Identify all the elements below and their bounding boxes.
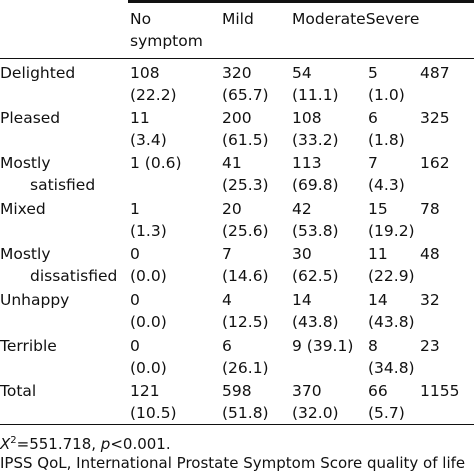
table-cell-count: 121 <box>130 382 160 400</box>
table-cell-count: 0 <box>130 291 140 309</box>
table-cell-count: 325 <box>420 109 450 127</box>
table-cell-percent: (4.3) <box>368 176 405 194</box>
table-cell-count: 9 (39.1) <box>292 337 354 355</box>
table-cell-count: 487 <box>420 64 450 82</box>
p-symbol: p <box>100 435 111 453</box>
table-cell-count: 598 <box>222 382 252 400</box>
chi-square-footnote: X2=551.718, p<0.001. <box>0 430 171 455</box>
table-cell-percent: (0.0) <box>130 359 167 377</box>
table-cell-count: 23 <box>420 337 440 355</box>
row-label: Pleased <box>0 109 61 127</box>
table-cell-percent: (12.5) <box>222 313 269 331</box>
row-label: Mostly <box>0 154 51 172</box>
table-cell-count: 48 <box>420 245 440 263</box>
table-cell-count: 14 <box>368 291 388 309</box>
table-cell-percent: (1.8) <box>368 131 405 149</box>
table-top-rule <box>128 0 474 3</box>
table-cell-count: 5 <box>368 64 378 82</box>
table-cell-percent: (61.5) <box>222 131 269 149</box>
table-cell-count: 6 <box>368 109 378 127</box>
row-label: Mixed <box>0 200 46 218</box>
chi-symbol: X <box>0 435 11 453</box>
table-cell-percent: (32.0) <box>292 404 339 422</box>
table-cell-count: 108 <box>130 64 160 82</box>
table-cell-count: 0 <box>130 337 140 355</box>
table-cell-count: 8 <box>368 337 378 355</box>
table-cell-percent: (69.8) <box>292 176 339 194</box>
table-cell-percent: (1.0) <box>368 86 405 104</box>
table-cell-percent: (3.4) <box>130 131 167 149</box>
table-cell-percent: (33.2) <box>292 131 339 149</box>
table-cell-percent: (14.6) <box>222 267 269 285</box>
table-cell-count: 6 <box>222 337 232 355</box>
table-cell-percent: (22.2) <box>130 86 177 104</box>
table-cell-percent: (62.5) <box>292 267 339 285</box>
table-cell-count: 54 <box>292 64 312 82</box>
row-label: Mostly <box>0 245 51 263</box>
table-cell-count: 78 <box>420 200 440 218</box>
table-cell-percent: (19.2) <box>368 222 415 240</box>
chi-value: =551.718, <box>16 435 101 453</box>
table-cell-count: 4 <box>222 291 232 309</box>
table-cell-count: 1 <box>130 200 140 218</box>
table-cell-count: 113 <box>292 154 322 172</box>
table-cell-percent: (43.8) <box>368 313 415 331</box>
table-cell-count: 370 <box>292 382 322 400</box>
row-label: Unhappy <box>0 291 70 309</box>
row-label: Total <box>0 382 37 400</box>
table-cell-percent: (34.8) <box>368 359 415 377</box>
header-rule <box>0 58 474 59</box>
table-cell-count: 30 <box>292 245 312 263</box>
table-cell-count: 0 <box>130 245 140 263</box>
p-value: <0.001. <box>110 435 171 453</box>
table-cell-count: 11 <box>130 109 150 127</box>
row-label: Terrible <box>0 337 57 355</box>
row-label: Delighted <box>0 64 76 82</box>
header-mild: Mild <box>222 10 254 28</box>
row-label-continued: satisfied <box>30 176 96 194</box>
table-cell-count: 7 <box>368 154 378 172</box>
row-label-continued: dissatisfied <box>30 267 118 285</box>
abbreviation-footnote: IPSS QoL, International Prostate Symptom… <box>0 454 466 472</box>
table-cell-count: 20 <box>222 200 242 218</box>
chi-superscript: 2 <box>10 435 17 446</box>
table-cell-percent: (53.8) <box>292 222 339 240</box>
table-cell-percent: (25.3) <box>222 176 269 194</box>
table-cell-count: 162 <box>420 154 450 172</box>
table-cell-percent: (0.0) <box>130 313 167 331</box>
table-cell-count: 14 <box>292 291 312 309</box>
table-cell-count: 1155 <box>420 382 460 400</box>
table-cell-count: 200 <box>222 109 252 127</box>
table-cell-count: 41 <box>222 154 242 172</box>
header-no-symptom-line1: No <box>130 10 152 28</box>
table-cell-count: 108 <box>292 109 322 127</box>
table-cell-count: 42 <box>292 200 312 218</box>
header-no-symptom-line2: symptom <box>130 32 203 50</box>
table-cell-percent: (10.5) <box>130 404 177 422</box>
table-cell-count: 15 <box>368 200 388 218</box>
table-cell-count: 320 <box>222 64 252 82</box>
table-cell-percent: (11.1) <box>292 86 339 104</box>
bottom-rule <box>0 424 474 425</box>
table-cell-percent: (43.8) <box>292 313 339 331</box>
table-cell-count: 1 (0.6) <box>130 154 182 172</box>
table-cell-count: 66 <box>368 382 388 400</box>
table-cell-count: 11 <box>368 245 388 263</box>
table-cell-percent: (0.0) <box>130 267 167 285</box>
table-cell-percent: (25.6) <box>222 222 269 240</box>
table-cell-percent: (22.9) <box>368 267 415 285</box>
table-cell-count: 7 <box>222 245 232 263</box>
table-cell-percent: (5.7) <box>368 404 405 422</box>
table-cell-percent: (26.1) <box>222 359 269 377</box>
table-cell-percent: (1.3) <box>130 222 167 240</box>
table-cell-percent: (65.7) <box>222 86 269 104</box>
table-cell-count: 32 <box>420 291 440 309</box>
table-cell-percent: (51.8) <box>222 404 269 422</box>
header-moderate-severe: ModerateSevere <box>292 10 420 28</box>
